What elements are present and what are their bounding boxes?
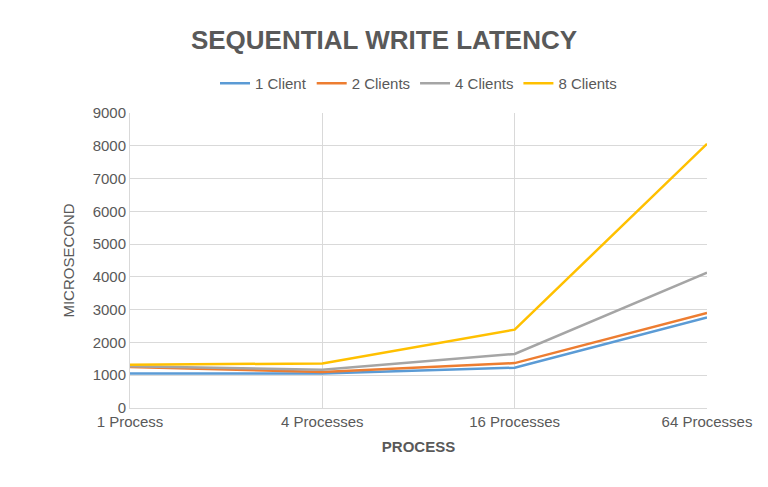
svg-text:7000: 7000 — [93, 170, 126, 187]
svg-text:8 Clients: 8 Clients — [558, 75, 616, 92]
svg-text:4 Processes: 4 Processes — [281, 413, 364, 430]
svg-text:3000: 3000 — [93, 301, 126, 318]
svg-text:9000: 9000 — [93, 104, 126, 121]
svg-text:6000: 6000 — [93, 203, 126, 220]
svg-text:SEQUENTIAL WRITE LATENCY: SEQUENTIAL WRITE LATENCY — [191, 25, 577, 55]
svg-text:4 Clients: 4 Clients — [455, 75, 513, 92]
svg-text:0: 0 — [118, 399, 126, 416]
svg-text:4000: 4000 — [93, 268, 126, 285]
svg-text:16 Processes: 16 Processes — [469, 413, 560, 430]
svg-text:MICROSECOND: MICROSECOND — [60, 203, 77, 317]
svg-text:1 Process: 1 Process — [97, 413, 164, 430]
svg-text:2 Clients: 2 Clients — [352, 75, 410, 92]
svg-text:5000: 5000 — [93, 235, 126, 252]
svg-text:PROCESS: PROCESS — [382, 438, 455, 455]
svg-text:64 Processes: 64 Processes — [662, 413, 753, 430]
svg-text:1000: 1000 — [93, 366, 126, 383]
svg-text:8000: 8000 — [93, 137, 126, 154]
svg-text:1 Client: 1 Client — [255, 75, 307, 92]
svg-text:2000: 2000 — [93, 334, 126, 351]
